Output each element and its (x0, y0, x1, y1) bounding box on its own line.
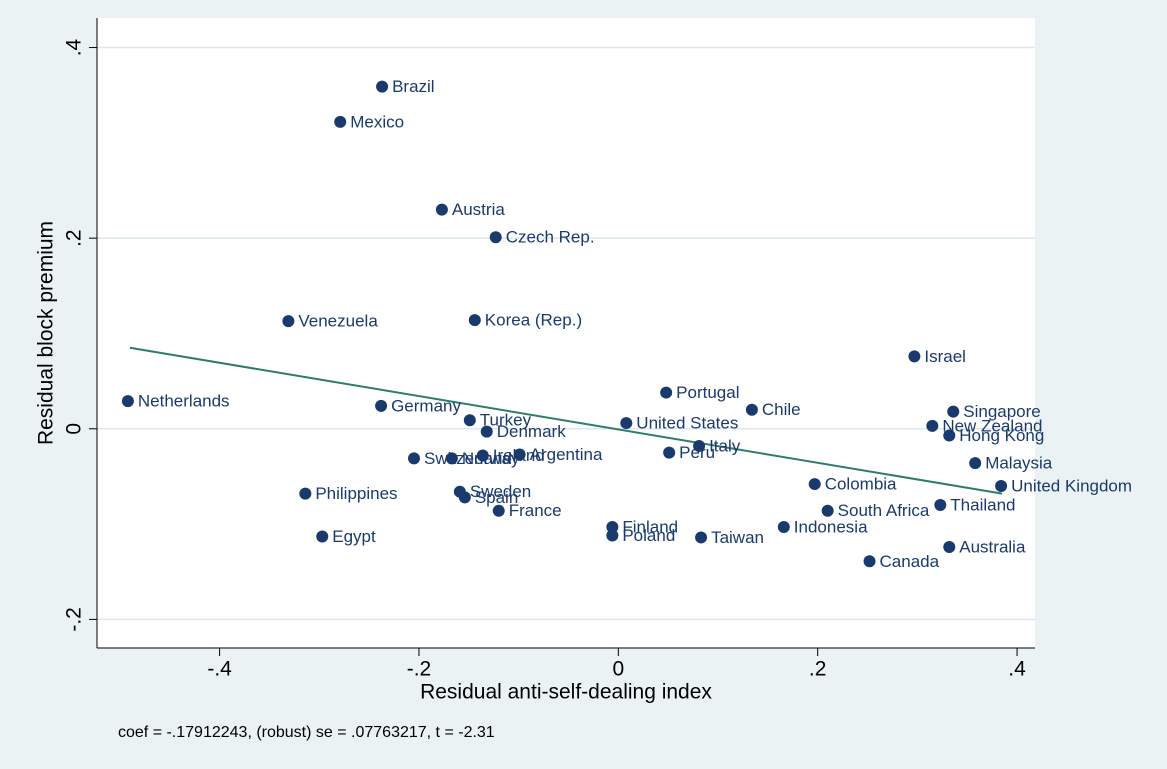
point (316, 530, 329, 543)
point-label: Norway (462, 449, 520, 468)
x-tick-label: 0 (612, 658, 624, 681)
fit-line (129, 346, 1003, 495)
x-tick-label: .2 (809, 658, 827, 681)
x-tick-label: .4 (1008, 658, 1026, 681)
point-label: Finland (622, 517, 678, 536)
point-label: Egypt (332, 527, 376, 546)
point-label: Venezuela (298, 312, 378, 331)
point (777, 520, 790, 533)
point-label: Austria (452, 200, 505, 219)
point-label: Thailand (950, 496, 1015, 515)
note: coef = -.17912243, (robust) se = .077632… (118, 724, 495, 741)
point-label: Malaysia (985, 454, 1053, 473)
point-label: Colombia (825, 475, 897, 494)
point-label: Singapore (963, 402, 1041, 421)
point-label: New Zealand (942, 416, 1042, 435)
point-label: Sweden (470, 482, 531, 501)
point (943, 429, 956, 442)
point (934, 499, 947, 512)
point (445, 452, 458, 465)
point (660, 386, 673, 399)
point-label: United States (636, 414, 738, 433)
point (606, 529, 619, 542)
point-label: Italy (709, 436, 741, 455)
point-label: Hong Kong (959, 426, 1044, 445)
point (121, 395, 134, 408)
point (489, 231, 502, 244)
point (620, 417, 633, 430)
point-label: Canada (880, 552, 940, 571)
y-tick-label: 0 (63, 423, 86, 435)
point-label: Netherlands (138, 392, 230, 411)
point-label: Chile (762, 400, 801, 419)
point-label: Switzerland (424, 449, 512, 468)
point (943, 540, 956, 553)
point (407, 452, 420, 465)
point (969, 457, 982, 470)
x-tick-label: -.4 (207, 658, 232, 681)
point (926, 419, 939, 432)
point (663, 446, 676, 459)
point (693, 439, 706, 452)
point (908, 350, 921, 363)
point (334, 115, 347, 128)
point (745, 403, 758, 416)
point-label: Indonesia (794, 517, 868, 536)
point-label: Germany (391, 396, 461, 415)
y-axis-label: Residual block premium (35, 221, 58, 445)
point-label: Peru (679, 443, 715, 462)
point-label: Turkey (480, 411, 532, 430)
point (435, 203, 448, 216)
x-axis-label: Residual anti-self-dealing index (420, 681, 712, 704)
point-label: Denmark (497, 422, 566, 441)
point (375, 399, 388, 412)
point-label: Israel (924, 347, 966, 366)
point-label: Portugal (676, 383, 739, 402)
point (513, 448, 526, 461)
point (492, 504, 505, 517)
point-label: Korea (Rep.) (485, 311, 582, 330)
point (808, 478, 821, 491)
point-label: Mexico (350, 112, 404, 131)
point-label: Australia (959, 537, 1026, 556)
point (376, 80, 389, 93)
y-tick-label: .4 (63, 38, 86, 56)
point-label: Taiwan (711, 528, 764, 547)
point-label: Brazil (392, 77, 435, 96)
y-tick-label: .2 (63, 229, 86, 247)
point-label: Ireland (493, 446, 545, 465)
point-label: France (509, 501, 562, 520)
point (299, 487, 312, 500)
point (282, 315, 295, 328)
point-label: Poland (622, 526, 675, 545)
point-label: Argentina (530, 445, 603, 464)
plot-area (97, 18, 1035, 648)
point (458, 491, 471, 504)
y-tick-label: -.2 (63, 607, 86, 632)
point (468, 314, 481, 327)
point-label: South Africa (838, 501, 930, 520)
point (821, 504, 834, 517)
point-label: Spain (475, 488, 518, 507)
point (695, 531, 708, 544)
point-label: Czech Rep. (506, 228, 595, 247)
point (606, 520, 619, 533)
point-label: Philippines (315, 484, 397, 503)
point (947, 405, 960, 418)
point (863, 555, 876, 568)
point (480, 425, 493, 438)
point-label: United Kingdom (1011, 476, 1132, 495)
point (476, 449, 489, 462)
x-tick-label: -.2 (407, 658, 432, 681)
point (463, 414, 476, 427)
point (995, 479, 1008, 492)
